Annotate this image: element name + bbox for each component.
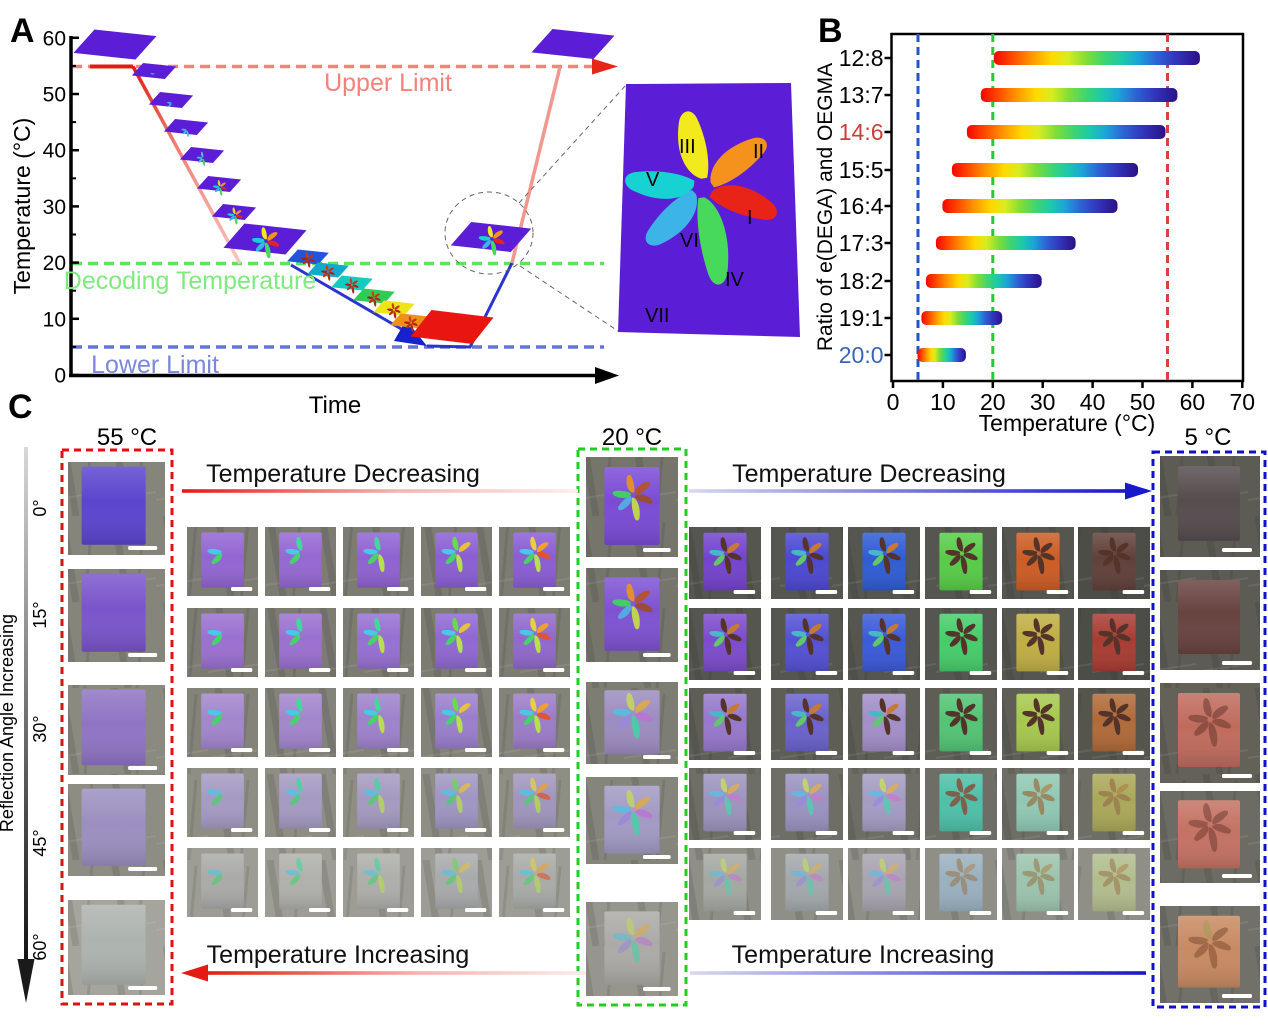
svg-text:IV: IV bbox=[725, 269, 745, 291]
svg-text:VII: VII bbox=[645, 305, 669, 327]
svg-text:10: 10 bbox=[43, 308, 66, 331]
svg-text:60: 60 bbox=[43, 27, 66, 50]
svg-text:A: A bbox=[10, 12, 35, 50]
svg-text:30: 30 bbox=[1030, 389, 1056, 415]
svg-text:15°: 15° bbox=[30, 601, 50, 628]
svg-text:15:5: 15:5 bbox=[839, 157, 884, 183]
svg-text:0°: 0° bbox=[30, 499, 50, 516]
svg-text:0: 0 bbox=[887, 389, 900, 415]
svg-text:40: 40 bbox=[1080, 389, 1106, 415]
svg-text:20: 20 bbox=[980, 389, 1006, 415]
svg-text:B: B bbox=[818, 12, 843, 50]
svg-text:Lower Limit: Lower Limit bbox=[91, 351, 219, 379]
svg-text:20:0: 20:0 bbox=[839, 342, 884, 368]
svg-text:45°: 45° bbox=[30, 829, 50, 856]
svg-text:V: V bbox=[646, 169, 660, 191]
svg-text:C: C bbox=[8, 388, 33, 426]
svg-text:60°: 60° bbox=[30, 933, 50, 960]
svg-text:Time: Time bbox=[309, 392, 361, 419]
svg-text:Temperature (°C): Temperature (°C) bbox=[9, 118, 35, 295]
svg-text:14:6: 14:6 bbox=[839, 119, 884, 145]
svg-text:Ratio of e(DEGA) and OEGMA: Ratio of e(DEGA) and OEGMA bbox=[814, 63, 837, 351]
svg-text:I: I bbox=[747, 207, 753, 229]
svg-text:Reflection Angle Increasing: Reflection Angle Increasing bbox=[0, 614, 17, 832]
svg-text:10: 10 bbox=[930, 389, 956, 415]
svg-text:Temperature (°C): Temperature (°C) bbox=[979, 410, 1156, 436]
svg-text:70: 70 bbox=[1230, 389, 1256, 415]
svg-text:30: 30 bbox=[43, 196, 66, 219]
svg-text:Temperature Increasing: Temperature Increasing bbox=[732, 941, 995, 969]
svg-text:16:4: 16:4 bbox=[839, 193, 884, 219]
svg-text:II: II bbox=[753, 141, 764, 163]
svg-text:12:8: 12:8 bbox=[839, 45, 884, 71]
svg-text:20 °C: 20 °C bbox=[602, 424, 662, 451]
svg-text:VI: VI bbox=[680, 230, 699, 252]
svg-text:5 °C: 5 °C bbox=[1185, 424, 1232, 451]
svg-text:0: 0 bbox=[54, 365, 66, 388]
svg-text:18:2: 18:2 bbox=[839, 268, 884, 294]
svg-text:50: 50 bbox=[43, 84, 66, 107]
svg-text:17:3: 17:3 bbox=[839, 230, 884, 256]
svg-text:Decoding Temperature: Decoding Temperature bbox=[64, 267, 316, 295]
svg-text:19:1: 19:1 bbox=[839, 305, 884, 331]
svg-text:Temperature Decreasing: Temperature Decreasing bbox=[206, 460, 480, 488]
svg-text:III: III bbox=[679, 136, 696, 158]
svg-text:60: 60 bbox=[1180, 389, 1206, 415]
svg-text:30°: 30° bbox=[30, 715, 50, 742]
svg-text:Temperature Increasing: Temperature Increasing bbox=[207, 941, 470, 969]
svg-text:40: 40 bbox=[43, 140, 66, 163]
svg-text:Temperature Decreasing: Temperature Decreasing bbox=[732, 460, 1006, 488]
svg-text:Upper Limit: Upper Limit bbox=[324, 69, 452, 97]
svg-text:13:7: 13:7 bbox=[839, 82, 884, 108]
svg-text:50: 50 bbox=[1130, 389, 1156, 415]
svg-text:20: 20 bbox=[43, 252, 66, 275]
svg-text:55 °C: 55 °C bbox=[97, 424, 157, 451]
